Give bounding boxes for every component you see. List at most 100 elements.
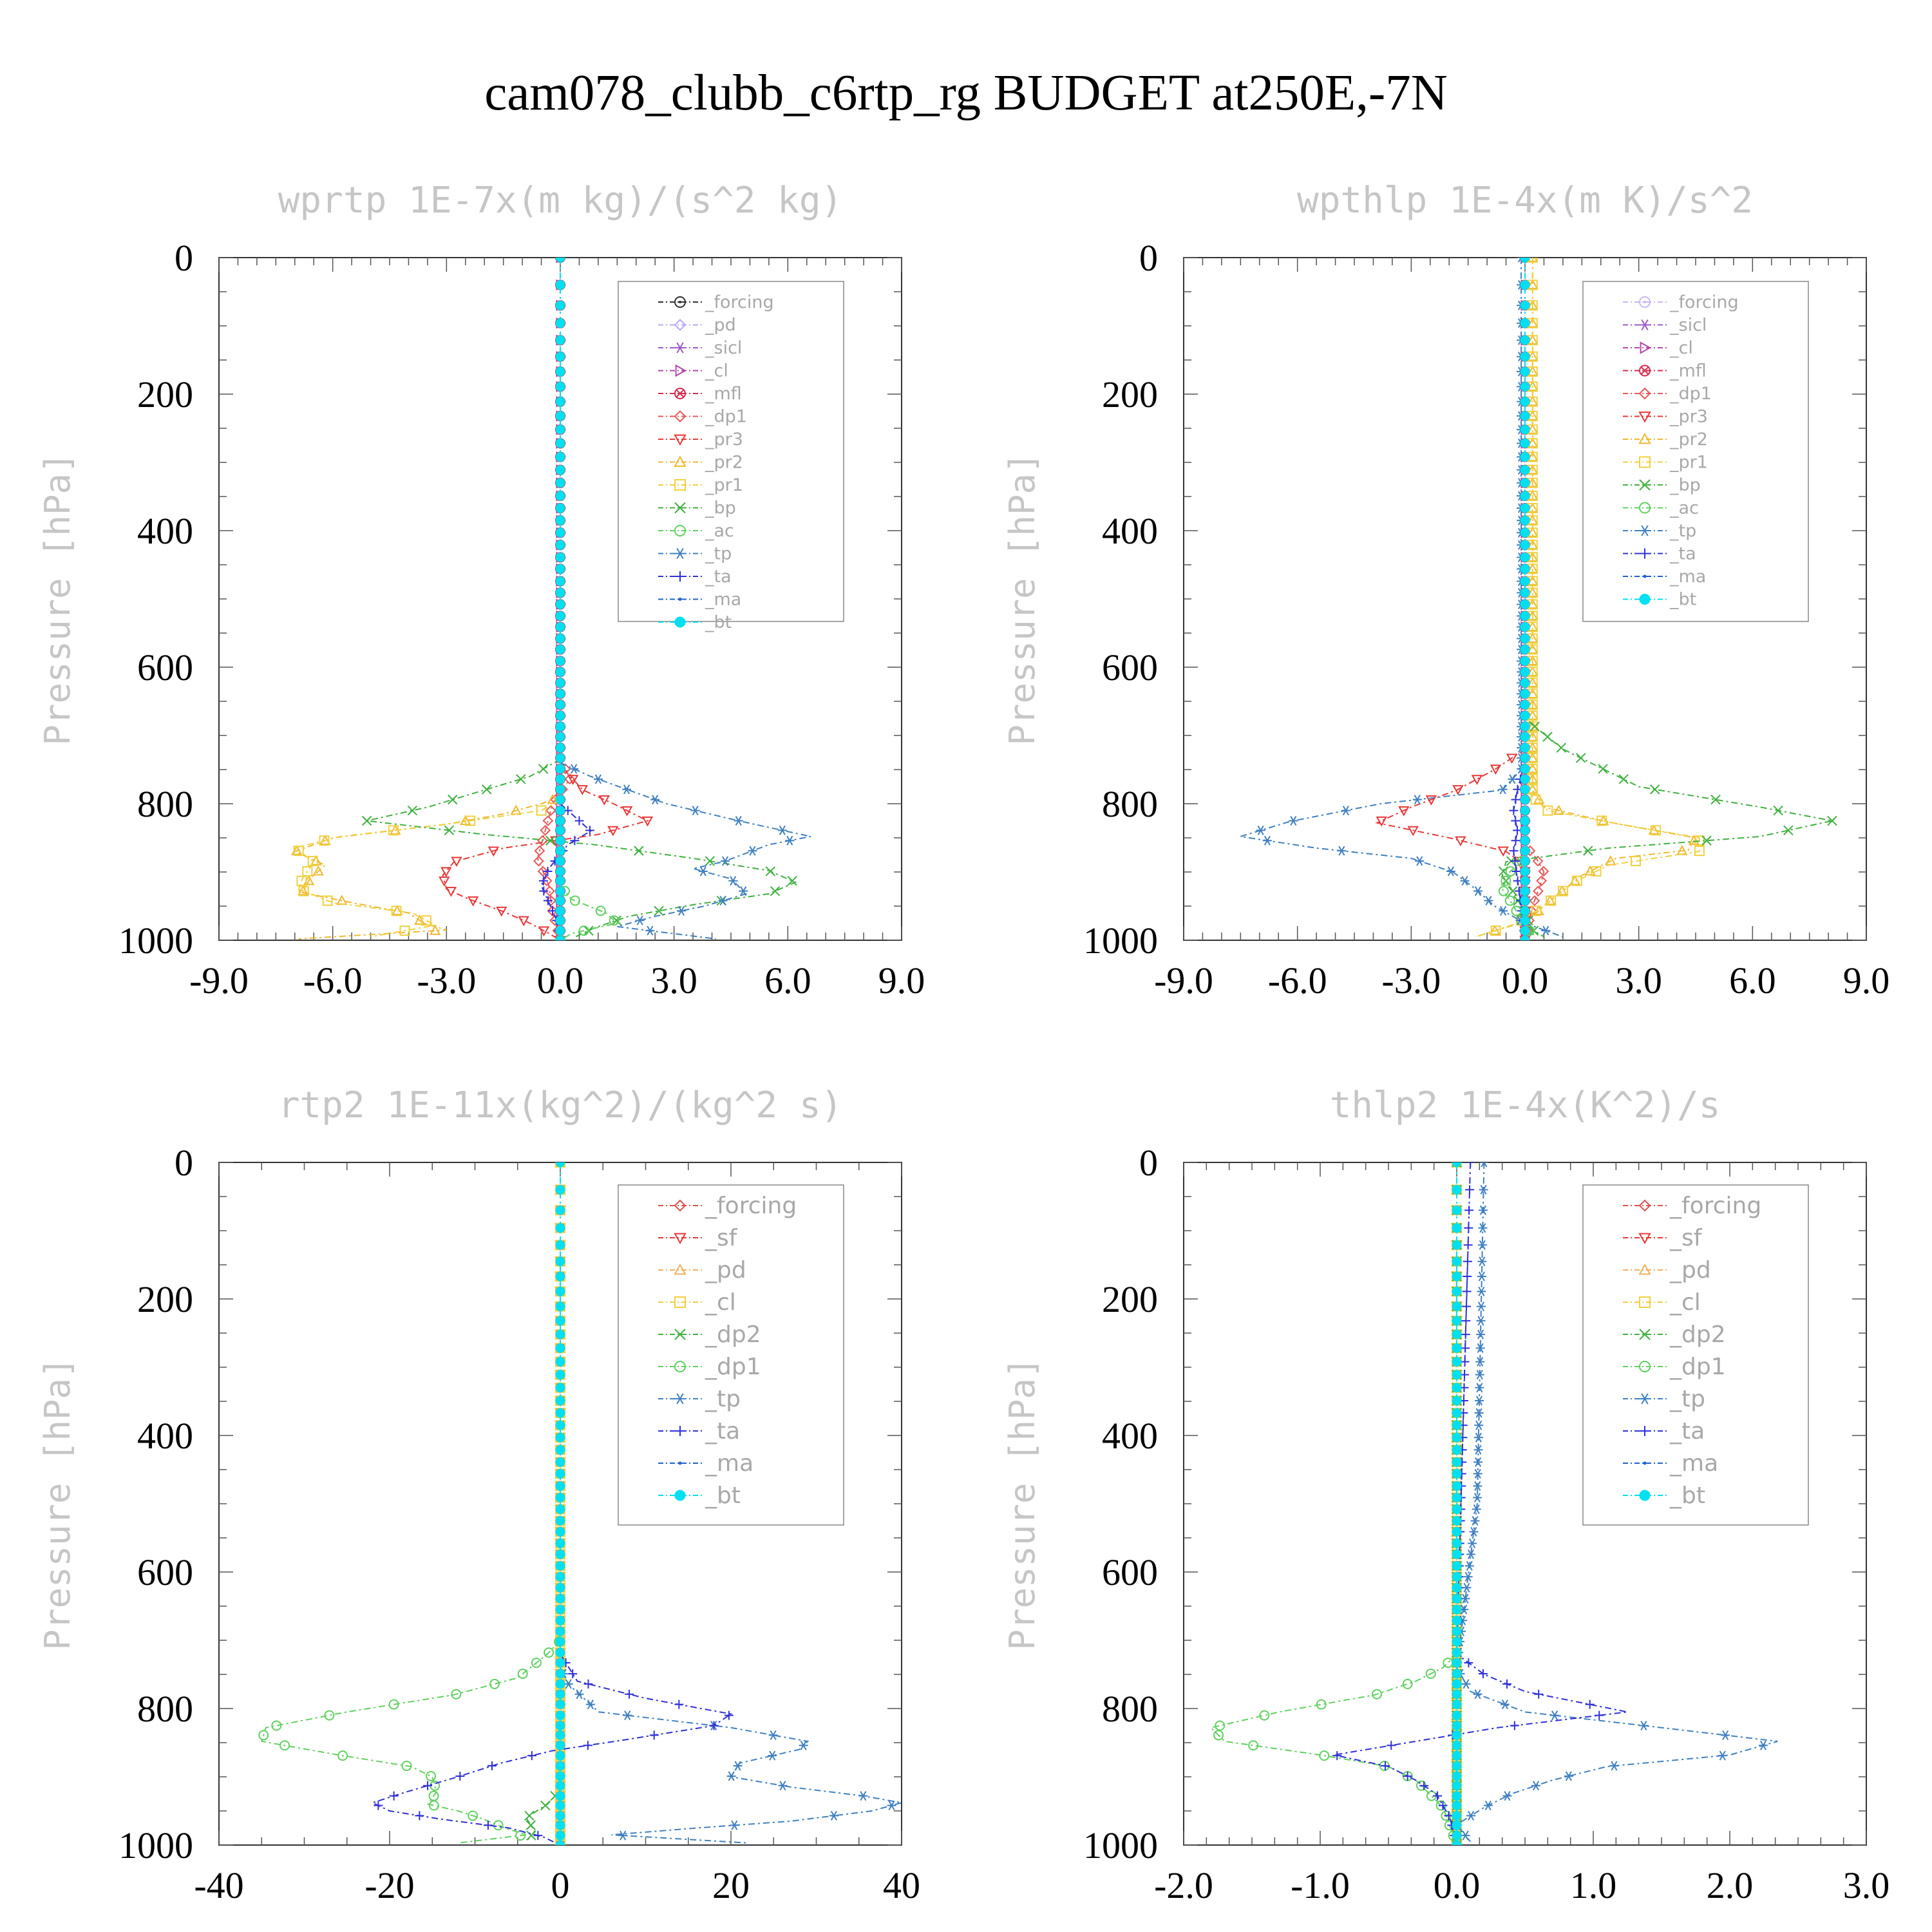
data-point-ac [1504,895,1515,906]
legend-item-bt: _bt [658,612,732,632]
data-point-bt [555,1771,565,1781]
data-point-tp [1446,866,1455,876]
data-point-bt [1520,366,1530,377]
legend-item-dp1: _dp1 [658,407,747,427]
data-point-bt [1452,1504,1462,1514]
legend-marker-ac [1639,502,1651,514]
data-point-tp [1460,876,1470,886]
data-point-bt [1452,1679,1462,1689]
data-point-bt [1520,886,1530,896]
data-point-pr1 [1530,794,1541,805]
data-point-pr2 [1569,875,1581,886]
legend-box [618,281,844,622]
data-point-bt [1452,1286,1462,1296]
data-point-ta [724,1710,734,1720]
data-point-bt [555,1302,565,1312]
data-point-pr2 [1527,539,1539,549]
y-tick-label: 400 [1102,510,1158,552]
data-point-bt [555,1840,565,1845]
y-tick-label: 200 [137,374,193,415]
data-point-pr1 [1527,258,1538,263]
data-point-bt [1452,1240,1462,1250]
data-point-tp [1721,1730,1730,1740]
data-point-dp1 [544,886,555,897]
data-point-dp1 [1538,866,1549,877]
legend-item-cl: _cl [1623,338,1693,358]
data-point-bp [1583,846,1593,856]
data-point-tp [677,905,687,916]
data-point-bt [1452,1781,1462,1791]
data-point-ta [1461,1330,1470,1340]
legend-item-pd: _pd [1623,1257,1711,1283]
legend-label: _ma [1669,1450,1718,1477]
x-tick-label: -6.0 [1268,960,1327,1001]
data-point-bt [555,397,565,407]
data-point-tp [585,1700,595,1710]
data-point-bt [555,1408,565,1418]
data-point-bt [1520,527,1530,538]
y-tick-label: 800 [1102,783,1158,825]
data-point-pr3 [1455,836,1466,847]
x-tick-label: 1.0 [1570,1864,1617,1906]
data-point-tp [1475,1383,1484,1393]
data-point-bt [1452,1302,1462,1312]
data-point-pr2 [547,793,558,804]
data-point-bp [1542,732,1553,742]
legend-marker-dp1 [1639,1361,1651,1372]
data-point-tp [1415,856,1425,866]
series-line-pr2 [1475,258,1697,938]
data-point-dp1 [324,1710,335,1721]
data-point-bp [516,774,526,784]
data-point-bt [555,1730,565,1740]
data-point-pr2 [429,925,441,935]
y-tick-label: 0 [175,1142,193,1184]
data-point-bt [555,1432,565,1443]
data-point-ta [1464,1658,1473,1667]
data-point-ta [1381,1761,1390,1771]
data-point-tp [718,896,728,906]
series-pr3 [439,769,654,940]
data-point-dp1 [534,845,545,857]
data-point-bt [1452,1432,1462,1443]
legend-label: _dp2 [705,1321,761,1348]
data-point-dp1 [401,1761,412,1772]
data-point-bt [555,915,565,925]
data-point-bt [555,1830,565,1841]
data-point-pr3 [440,867,452,877]
legend-label: _sicl [1669,316,1707,336]
y-tick-label: 800 [1102,1688,1158,1730]
data-point-tp [635,915,645,925]
data-point-bp [611,915,622,925]
data-point-pr2 [1527,424,1539,434]
data-point-bt [555,1689,565,1700]
data-point-bt [555,644,565,654]
data-point-bt [555,1604,565,1615]
data-point-bt [1520,424,1530,435]
data-point-tp [1531,1781,1540,1791]
legend-item-pd: _pd [658,1257,746,1283]
y-tick-label: 1000 [118,920,193,961]
data-point-pr3 [1407,826,1419,837]
data-point-bt [555,1626,565,1636]
data-point-bt [555,1457,565,1467]
data-point-ta [1502,1679,1512,1689]
data-point-bt [555,753,565,763]
legend-label: _dp2 [1669,1321,1726,1348]
data-point-ta [1419,1781,1429,1790]
data-point-bt [1452,1820,1462,1830]
data-point-bt [1520,896,1530,906]
data-point-tp [1500,1700,1510,1710]
data-point-tp [569,764,579,774]
data-point-tp [574,1689,584,1700]
data-point-bt [1452,1420,1462,1430]
data-point-tp [622,784,632,795]
data-point-bt [1520,795,1530,805]
data-point-bt [1520,438,1530,448]
x-tick-label: -1.0 [1291,1864,1350,1906]
data-point-ta [570,836,580,846]
legend-marker-mfl [674,388,686,399]
data-point-tp [1478,1205,1488,1215]
data-point-bt [1452,1669,1462,1679]
data-point-tp [785,835,795,846]
legend-label: _sicl [705,338,742,358]
